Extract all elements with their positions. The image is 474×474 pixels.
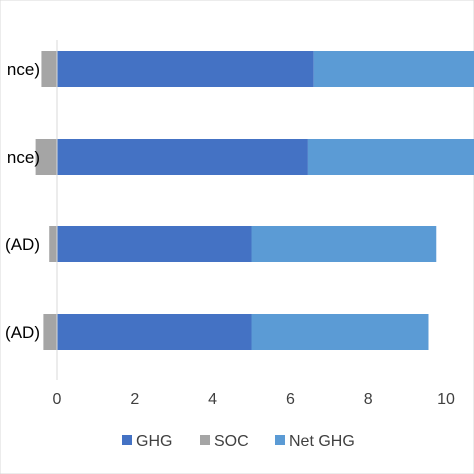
bar-ghg-3 <box>57 314 252 350</box>
bar-net-ghg-1 <box>307 139 474 175</box>
legend-label: Net GHG <box>289 433 355 450</box>
bar-soc-3 <box>43 314 57 350</box>
legend-label: GHG <box>136 433 172 450</box>
bar-ghg-2 <box>57 226 252 262</box>
legend-swatch <box>275 435 285 445</box>
bar-soc-1 <box>35 139 57 175</box>
x-axis-ticks: 0 2 4 6 8 10 <box>53 391 455 408</box>
bar-soc-2 <box>49 226 57 262</box>
x-tick-label: 6 <box>286 391 295 408</box>
legend-label: SOC <box>214 433 249 450</box>
bars-layer <box>35 51 474 350</box>
bar-ghg-0 <box>57 51 314 87</box>
bar-soc-0 <box>41 51 57 87</box>
bar-net-ghg-2 <box>251 226 437 262</box>
bar-net-ghg-3 <box>251 314 429 350</box>
category-label: (AD) <box>5 235 40 254</box>
category-labels: nce) nce) (AD) (AD) <box>5 60 40 342</box>
x-tick-label: 0 <box>53 391 62 408</box>
x-tick-label: 8 <box>364 391 373 408</box>
category-label: (AD) <box>5 323 40 342</box>
category-label: nce) <box>7 60 40 79</box>
x-tick-label: 10 <box>437 391 455 408</box>
legend-swatch <box>122 435 132 445</box>
category-label: nce) <box>7 148 40 167</box>
bar-net-ghg-0 <box>313 51 474 87</box>
bar-ghg-1 <box>57 139 308 175</box>
legend-swatch <box>200 435 210 445</box>
x-tick-label: 4 <box>208 391 217 408</box>
legend: GHG SOC Net GHG <box>122 433 355 450</box>
x-tick-label: 2 <box>130 391 139 408</box>
